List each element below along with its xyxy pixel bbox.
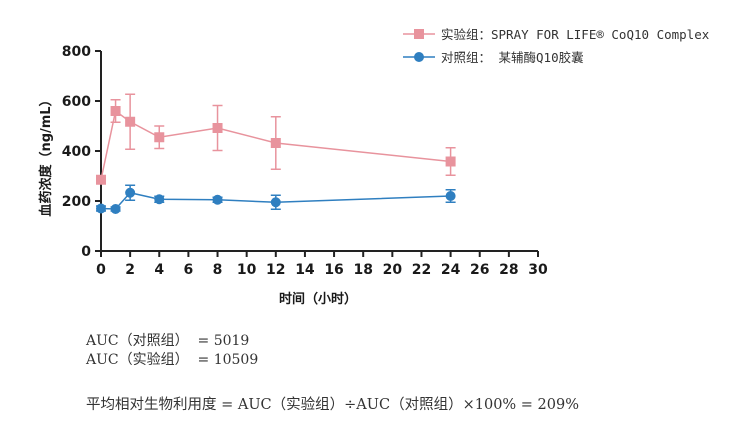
y-tick-label: 600	[62, 94, 91, 110]
x-tick-label: 16	[324, 262, 343, 278]
series-1	[96, 185, 456, 214]
data-point	[271, 138, 281, 148]
bioavailability-text: 平均相对生物利用度 = AUC（实验组）÷AUC（对照组）×100% = 209…	[86, 393, 579, 414]
data-point	[271, 197, 281, 207]
data-point	[125, 117, 135, 127]
data-point	[154, 194, 164, 204]
x-tick-label: 8	[213, 262, 223, 278]
y-tick-label: 400	[62, 144, 91, 160]
data-point	[96, 175, 106, 185]
legend-marker	[414, 52, 424, 62]
data-point	[154, 132, 164, 142]
legend-label: 实验组：SPRAY FOR LIFE® CoQ10 Complex	[441, 27, 710, 42]
chart-legend: 实验组：SPRAY FOR LIFE® CoQ10 Complex 对照组： 某辅…	[403, 27, 710, 65]
data-point	[446, 191, 456, 201]
legend-marker	[414, 29, 424, 39]
x-tick-label: 24	[441, 262, 461, 278]
data-point	[96, 204, 106, 214]
chart-series	[96, 94, 456, 214]
data-point	[111, 204, 121, 214]
legend-label: 对照组： 某辅酶Q10胶囊	[441, 50, 584, 65]
data-point	[446, 157, 456, 167]
x-tick-label: 6	[184, 262, 194, 278]
y-tick-label: 800	[62, 44, 91, 60]
x-tick-label: 18	[353, 262, 372, 278]
x-tick-label: 0	[96, 262, 106, 278]
x-axis-title: 时间（小时）	[279, 291, 357, 307]
x-tick-label: 26	[470, 262, 489, 278]
data-point	[111, 106, 121, 116]
auc-experiment-text: AUC（实验组） = 10509	[86, 349, 258, 369]
x-tick-label: 2	[125, 262, 135, 278]
y-axis-title: 血药浓度（ng/mL）	[38, 93, 54, 216]
x-tick-label: 30	[528, 262, 548, 278]
data-point	[125, 188, 135, 198]
x-tick-label: 12	[266, 262, 285, 278]
x-tick-label: 28	[499, 262, 518, 278]
x-tick-label: 14	[295, 262, 315, 278]
x-tick-label: 10	[237, 262, 257, 278]
x-tick-label: 22	[412, 262, 431, 278]
x-tick-label: 4	[154, 262, 164, 278]
y-tick-label: 200	[62, 194, 91, 210]
data-point	[213, 123, 223, 133]
auc-control-text: AUC（对照组） = 5019	[86, 330, 249, 350]
y-tick-label: 0	[81, 244, 91, 260]
x-tick-label: 20	[383, 262, 403, 278]
series-0	[96, 94, 456, 185]
data-point	[213, 195, 223, 205]
